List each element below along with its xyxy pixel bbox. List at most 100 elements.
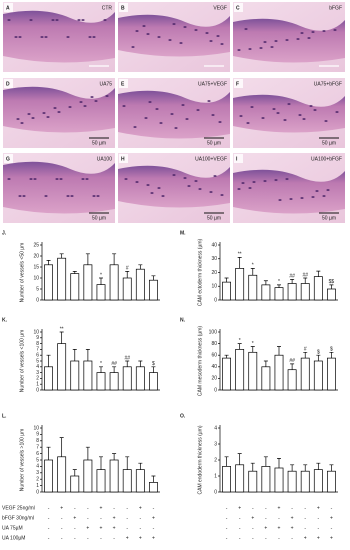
nucleus <box>27 113 31 115</box>
bar <box>235 268 245 301</box>
error-bar <box>138 264 143 270</box>
nucleus <box>122 105 126 107</box>
significance-mark: * <box>278 279 280 285</box>
error-bar <box>237 257 242 269</box>
letter-box <box>234 3 243 12</box>
error-bar <box>277 346 281 356</box>
nucleus <box>159 122 163 124</box>
nucleus <box>183 26 187 28</box>
nucleus <box>324 120 328 122</box>
error-bar <box>125 271 130 278</box>
significance-mark: ## <box>111 361 117 367</box>
chart-panel-letter: K. <box>2 317 8 323</box>
y-tick-label: 2 <box>36 477 39 483</box>
error-bar <box>85 253 90 265</box>
treatment-sign: - <box>278 515 280 521</box>
treatment-sign: - <box>291 535 293 541</box>
nucleus <box>211 114 215 116</box>
nucleus <box>18 36 22 38</box>
treatment-label: bFGF 30ng/ml <box>2 515 34 521</box>
bar <box>70 475 80 493</box>
error-bar <box>316 462 321 470</box>
y-tick-label: 20 <box>211 376 217 382</box>
significance-mark: * <box>252 341 254 347</box>
histology-panel: B VEGF <box>118 2 230 72</box>
treatment-sign: - <box>139 515 141 521</box>
treatment-sign: + <box>330 515 333 521</box>
nucleus <box>170 113 174 115</box>
nucleus <box>315 190 319 192</box>
error-bar <box>46 446 51 460</box>
treatment-sign: - <box>239 525 241 531</box>
treatment-sign: - <box>226 515 228 521</box>
y-tick-label: 2 <box>214 457 217 463</box>
y-tick-label: 4 <box>36 364 39 370</box>
y-tick-label: 6 <box>36 353 39 359</box>
treatment-sign: + <box>152 515 155 521</box>
error-bar <box>125 456 130 470</box>
nucleus <box>274 179 278 181</box>
bar <box>109 372 119 391</box>
panel-label: bFGF <box>329 5 342 11</box>
bar <box>287 283 297 301</box>
nucleus <box>44 195 48 197</box>
treatment-sign: + <box>238 505 241 511</box>
nucleus <box>205 32 209 34</box>
error-bar <box>125 360 130 367</box>
nucleus <box>248 48 252 50</box>
nucleus <box>55 19 59 21</box>
nucleus <box>322 195 326 197</box>
error-bar <box>59 331 64 344</box>
nucleus <box>276 112 280 114</box>
panel-letter: B <box>121 5 125 11</box>
nucleus <box>51 19 55 21</box>
y-tick-label: 1 <box>36 483 39 489</box>
panel-label: UA75+VEGF <box>198 81 227 87</box>
letter-box <box>4 79 13 88</box>
chart-panel-letter: N. <box>180 317 186 323</box>
nucleus <box>79 101 83 103</box>
treatment-sign: - <box>48 515 50 521</box>
nucleus <box>29 178 33 180</box>
bar <box>235 464 245 493</box>
histology-panel: A CTR <box>3 2 115 72</box>
nucleus <box>135 30 139 32</box>
significance-mark: ## <box>289 358 295 364</box>
y-tick-label: 10 <box>33 329 39 335</box>
bar <box>70 273 80 301</box>
treatment-label: VEGF 25ng/ml <box>2 505 35 511</box>
treatment-sign: - <box>226 505 228 511</box>
error-bar <box>138 360 143 367</box>
treatment-sign: + <box>264 525 267 531</box>
nucleus <box>81 178 85 180</box>
significance-mark: * <box>252 263 254 269</box>
panel-label: UA100+VEGF <box>195 156 227 162</box>
histology-panel: H UA100+VEGF 50 µm <box>118 153 230 223</box>
treatment-sign: - <box>239 515 241 521</box>
y-tick-label: 4 <box>36 464 39 470</box>
letter-box <box>234 79 243 88</box>
y-tick-label: 7 <box>36 445 39 451</box>
treatment-sign: - <box>265 515 267 521</box>
error-bar <box>224 354 229 359</box>
nucleus <box>196 109 200 111</box>
treatment-sign: - <box>252 525 254 531</box>
error-bar <box>224 456 229 467</box>
treatment-sign: + <box>278 505 281 511</box>
nucleus <box>44 36 48 38</box>
nucleus <box>105 95 109 97</box>
treatment-sign: - <box>265 535 267 541</box>
panel-letter: C <box>236 5 240 11</box>
treatment-sign: + <box>100 525 103 531</box>
nucleus <box>250 106 254 108</box>
treatment-sign: - <box>226 535 228 541</box>
y-tick-label: 5 <box>36 457 39 463</box>
y-tick-label: 10 <box>33 425 39 431</box>
nucleus <box>311 196 315 198</box>
nucleus <box>14 36 18 38</box>
nucleus <box>302 118 306 120</box>
error-bar <box>237 453 242 465</box>
treatment-sign: - <box>252 535 254 541</box>
y-tick-label: 8 <box>36 341 39 347</box>
